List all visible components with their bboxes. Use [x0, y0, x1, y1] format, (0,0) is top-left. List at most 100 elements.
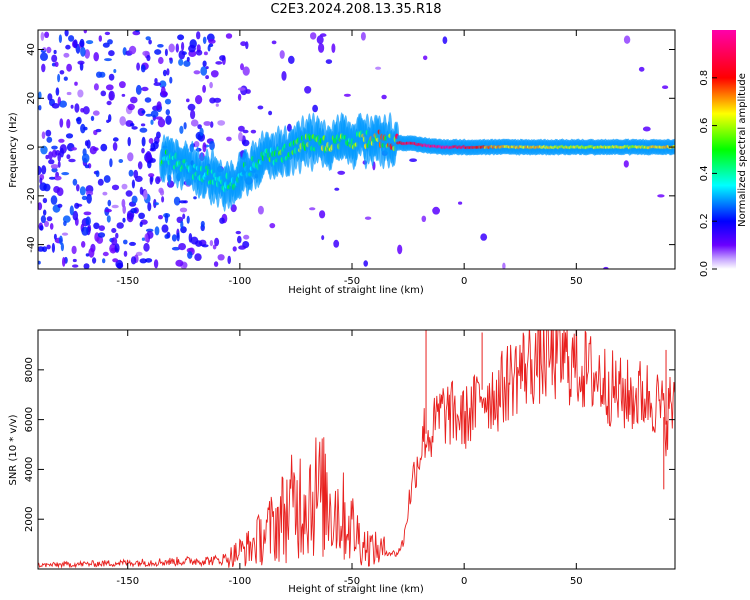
- noise-blob: [50, 164, 59, 169]
- noise-blob: [215, 61, 223, 65]
- noise-blob: [203, 121, 211, 126]
- colorbar-tick-label: 0.8: [699, 70, 710, 86]
- noise-blob: [209, 140, 215, 151]
- noise-blob: [162, 69, 167, 77]
- noise-blob: [232, 246, 237, 252]
- noise-blob: [131, 126, 138, 130]
- noise-blob: [148, 138, 154, 144]
- noise-blob: [179, 200, 187, 204]
- noise-blob: [81, 226, 89, 236]
- noise-blob: [227, 255, 231, 265]
- noise-blob: [102, 191, 108, 196]
- noise-blob: [51, 145, 58, 150]
- noise-blob: [153, 82, 162, 86]
- noise-blob: [114, 243, 120, 253]
- noise-blob: [53, 175, 62, 181]
- noise-blob: [209, 97, 216, 104]
- noise-blob: [141, 110, 146, 114]
- noise-blob: [42, 197, 48, 204]
- noise-blob: [137, 161, 143, 170]
- noise-blob: [64, 30, 69, 37]
- noise-blob: [63, 220, 67, 227]
- noise-blob: [68, 35, 75, 42]
- noise-blob: [93, 83, 99, 91]
- noise-blob: [187, 251, 193, 259]
- noise-blob: [130, 96, 138, 104]
- noise-blob: [363, 260, 369, 267]
- noise-blob: [155, 176, 161, 185]
- noise-blob: [58, 34, 63, 43]
- noise-blob: [240, 41, 247, 47]
- noise-blob: [83, 30, 87, 34]
- noise-blob: [319, 210, 326, 219]
- noise-blob: [215, 103, 219, 107]
- noise-blob: [144, 97, 152, 103]
- noise-blob: [46, 244, 51, 250]
- noise-blob: [45, 129, 52, 137]
- bottom-y-axis-label: SNR (10 * v/v): [8, 414, 19, 485]
- y-tick-label: -20: [26, 188, 37, 204]
- x-tick-label: 0: [461, 276, 467, 287]
- noise-blob: [65, 44, 71, 50]
- noise-blob: [242, 139, 250, 147]
- noise-blob: [57, 73, 61, 83]
- bottom-axis-ticks: -150 -100 -50 0 50 2000 4000 6000 8000: [24, 330, 675, 587]
- noise-blob: [111, 237, 118, 246]
- noise-blob: [127, 152, 134, 162]
- snr-line-plot: [38, 330, 675, 569]
- colorbar-ticks: 0.0 0.2 0.4 0.6 0.8: [699, 70, 717, 277]
- noise-blob: [131, 195, 138, 204]
- noise-blob: [48, 159, 55, 165]
- noise-blob: [48, 151, 53, 160]
- noise-blob: [165, 109, 170, 116]
- noise-blob: [202, 142, 207, 153]
- noise-blob: [188, 44, 196, 53]
- noise-blob: [662, 85, 669, 89]
- noise-blob: [72, 258, 77, 263]
- colorbar-tick-label: 0.6: [699, 118, 710, 134]
- noise-blob: [154, 49, 162, 55]
- colorbar-label: Normalized spectral amplitude: [737, 73, 748, 227]
- noise-blob: [112, 142, 118, 151]
- colorbar-tick-label: 0.2: [699, 213, 710, 229]
- noise-blob: [237, 93, 242, 101]
- noise-blob: [242, 129, 249, 134]
- noise-blob: [133, 169, 139, 179]
- noise-blob: [121, 183, 128, 190]
- noise-blob: [209, 81, 213, 89]
- noise-blob: [176, 232, 180, 242]
- noise-blob: [642, 126, 651, 132]
- noise-blob: [638, 66, 645, 72]
- noise-blob: [208, 39, 216, 44]
- y-tick-label: 8000: [24, 357, 35, 382]
- noise-blob: [38, 165, 42, 176]
- noise-blob: [209, 240, 214, 247]
- noise-blob: [250, 129, 257, 134]
- noise-blob: [128, 169, 134, 177]
- noise-blob: [164, 234, 170, 239]
- top-axis-ticks: -150 -100 -50 0 50 -40 -20 0 20 40: [26, 30, 675, 287]
- noise-blob: [46, 46, 52, 54]
- noise-blob: [205, 66, 209, 70]
- noise-blob: [129, 123, 135, 127]
- noise-blob: [188, 233, 193, 243]
- noise-blob: [97, 178, 104, 186]
- noise-blob: [77, 89, 84, 98]
- y-tick-label: 20: [26, 92, 37, 105]
- noise-blob: [316, 35, 324, 45]
- noise-blob: [375, 66, 382, 70]
- noise-blob: [150, 110, 159, 118]
- noise-blob: [360, 32, 366, 41]
- noise-blob: [88, 247, 95, 258]
- noise-blob: [92, 110, 100, 116]
- noise-blob: [238, 125, 245, 132]
- noise-blob: [51, 54, 58, 63]
- noise-blob: [237, 87, 246, 91]
- noise-blob: [95, 170, 100, 178]
- noise-blob: [116, 262, 124, 269]
- noise-blob: [93, 52, 99, 62]
- noise-blob: [86, 193, 92, 204]
- noise-blob: [74, 103, 80, 113]
- bottom-x-axis-label: Height of straight line (km): [288, 584, 424, 595]
- noise-blob: [213, 261, 219, 267]
